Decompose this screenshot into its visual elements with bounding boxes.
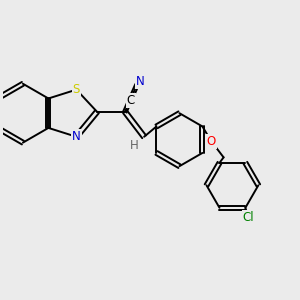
Text: S: S <box>73 83 80 96</box>
Text: Cl: Cl <box>242 211 254 224</box>
Text: C: C <box>127 94 135 107</box>
Text: N: N <box>136 75 145 88</box>
Text: O: O <box>207 135 216 148</box>
Text: H: H <box>130 139 139 152</box>
Text: N: N <box>72 130 81 143</box>
